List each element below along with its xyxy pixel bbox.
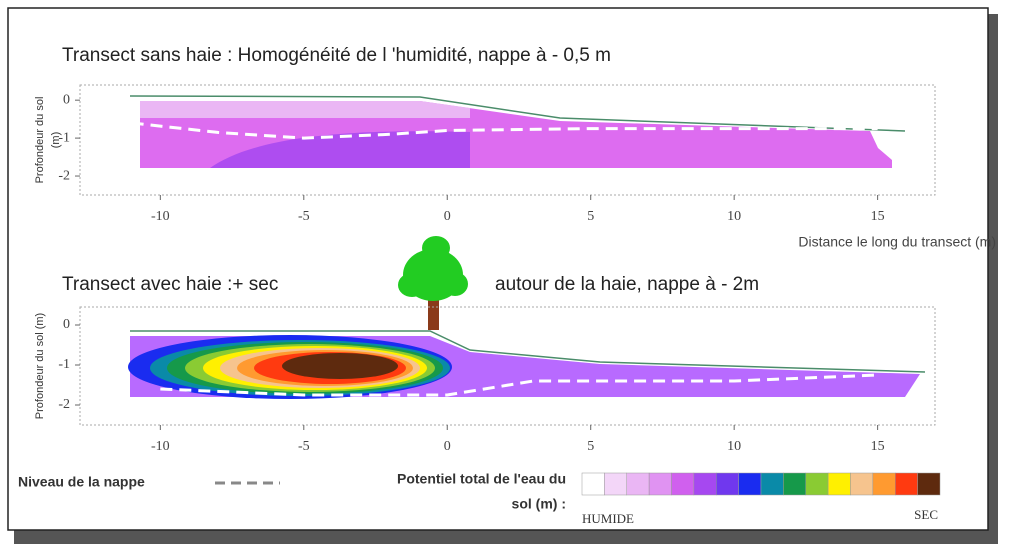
x-tick-label: 0 xyxy=(444,439,451,454)
soil-top xyxy=(129,95,906,168)
y-tick-label: -2 xyxy=(58,397,70,412)
frame-shadow-right xyxy=(988,14,998,544)
y-tick-label: 0 xyxy=(63,92,70,107)
x-tick-label: 0 xyxy=(444,209,451,224)
x-tick-label: 5 xyxy=(587,209,594,224)
y-tick-label: 0 xyxy=(63,317,70,332)
scale-swatch xyxy=(760,472,784,496)
water-table-legend: Niveau de la nappe xyxy=(18,474,145,490)
y-tick-label: -2 xyxy=(58,168,70,183)
scale-swatch xyxy=(716,472,739,496)
plot-frame xyxy=(79,84,936,196)
water-table-line xyxy=(160,373,878,397)
plot-frame xyxy=(79,306,936,426)
water-table-line xyxy=(131,121,878,140)
scale-swatch xyxy=(738,472,762,496)
scale-swatch xyxy=(783,472,806,496)
scale-swatch xyxy=(917,472,941,496)
scale-swatch xyxy=(604,472,627,496)
x-tick-label: -5 xyxy=(298,439,310,454)
x-tick-label: 10 xyxy=(727,209,741,224)
x-tick-label: 10 xyxy=(727,439,741,454)
scale-swatch xyxy=(648,472,672,496)
y-tick-label: -1 xyxy=(58,357,70,372)
y-axis-label: Profondeur du sol (m) xyxy=(34,313,46,419)
x-tick-label: 15 xyxy=(871,209,885,224)
panel-title: autour de la haie, nappe à - 2m xyxy=(495,274,759,295)
frame xyxy=(7,7,989,531)
scale-swatch xyxy=(693,472,717,496)
scale-swatch xyxy=(895,472,918,496)
scale-title: Potentiel total de l'eau du xyxy=(397,471,566,487)
x-tick-label: -10 xyxy=(151,209,170,224)
x-axis-label: Distance le long du transect (m) xyxy=(798,234,996,250)
x-tick-label: 15 xyxy=(871,439,885,454)
scale-swatch xyxy=(872,472,896,496)
scale-swatch xyxy=(626,472,650,496)
tree-icon xyxy=(398,236,468,330)
y-axis-label: (m) xyxy=(50,132,62,149)
scale-swatch xyxy=(827,472,851,496)
scale-low-label: HUMIDE xyxy=(582,511,634,526)
x-tick-label: 5 xyxy=(587,439,594,454)
y-tick-label: -1 xyxy=(58,130,70,145)
panel-title: Transect avec haie :+ sec xyxy=(62,274,278,295)
x-tick-label: -10 xyxy=(151,439,170,454)
frame-shadow xyxy=(14,530,989,544)
scale-swatch xyxy=(581,472,605,496)
soil-bottom xyxy=(128,330,926,399)
scale-swatch xyxy=(850,472,874,496)
panel-title: Transect sans haie : Homogénéité de l 'h… xyxy=(62,45,611,66)
scale-title: sol (m) : xyxy=(512,496,566,512)
color-scale xyxy=(581,472,941,496)
scale-swatch xyxy=(671,472,695,496)
x-tick-label: -5 xyxy=(298,209,310,224)
scale-swatch xyxy=(805,472,829,496)
y-axis-label: Profondeur du sol xyxy=(34,97,46,184)
scale-high-label: SEC xyxy=(914,507,938,522)
